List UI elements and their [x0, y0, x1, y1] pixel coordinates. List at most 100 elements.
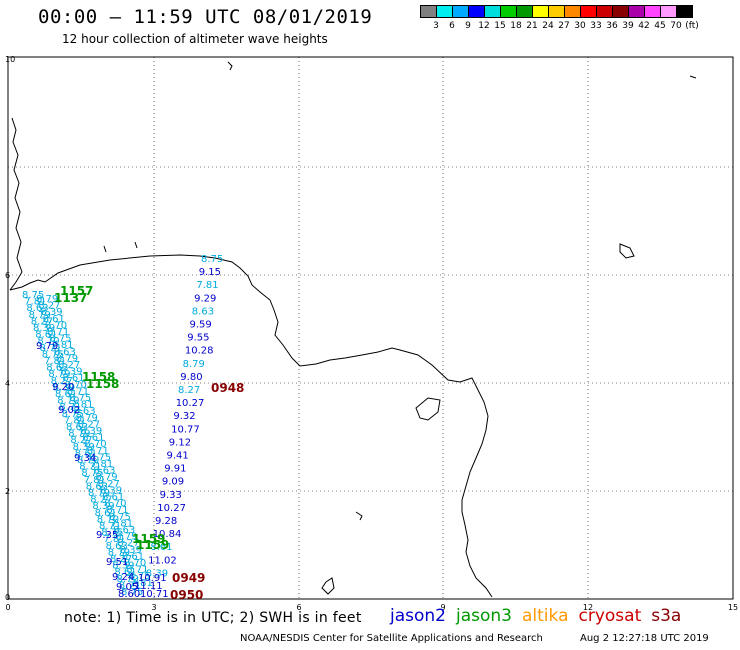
swh-reading: 8.61: [35, 330, 57, 341]
legend-label: 36: [606, 21, 618, 31]
swh-reading: 10.27: [176, 398, 205, 409]
y-tick-label: 6: [5, 271, 10, 280]
swh-reading: 10.91: [138, 573, 167, 584]
swh-reading: 7.81: [44, 356, 66, 367]
swh-reading: 7.81: [51, 340, 73, 351]
swh-reading: 8.60: [118, 589, 140, 600]
swh-reading: 8.79: [88, 488, 110, 499]
swh-reading: 8.63: [26, 303, 48, 314]
swh-reading: 8.70: [65, 380, 87, 391]
swh-reading: 8.63: [86, 481, 108, 492]
y-tick-labels: 0 2 4 6 10: [5, 55, 15, 602]
x-tick-label: 12: [583, 603, 593, 612]
swh-reading: 8.75: [201, 254, 223, 265]
swh-reading: 8.63: [54, 347, 76, 358]
swh-reading: 8.39: [53, 382, 75, 393]
time-label: 1158: [86, 377, 119, 391]
swh-reading: 8.70: [104, 499, 126, 510]
legend-label: 24: [542, 21, 554, 31]
swh-reading: 8.75: [101, 528, 123, 539]
swh-reading: 9.80: [180, 372, 202, 383]
swh-reading: 8.70: [45, 320, 67, 331]
swh-reading: 8.75: [128, 571, 150, 582]
swh-reading: 8.27: [38, 301, 60, 312]
swh-reading: 8.71: [119, 580, 141, 591]
x-tick-label: 9: [440, 603, 445, 612]
legend-label: 21: [526, 21, 538, 31]
swh-reading: 7.81: [71, 400, 93, 411]
swh-reading: 8.27: [90, 495, 112, 506]
time-label: 1137: [54, 291, 87, 305]
swh-reading: 8.79: [36, 294, 58, 305]
y-tick-label: 10: [5, 55, 15, 64]
swh-reading: 9.32: [173, 411, 195, 422]
swh-reading: 8.39: [73, 442, 95, 453]
swh-reading: 9.51: [106, 557, 128, 568]
legend-label: 15: [494, 21, 506, 31]
swh-reading: 9.79: [36, 341, 58, 352]
swh-reading: 7.81: [196, 280, 218, 291]
swh-reading: 8.39: [80, 426, 102, 437]
swh-reading: 7.81: [111, 518, 133, 529]
legend-label: 30: [574, 21, 586, 31]
swh-reading: 8.61: [82, 433, 104, 444]
swh-reading: 9.55: [187, 333, 209, 344]
legend-label: 42: [638, 21, 650, 31]
swh-reading: 8.75: [69, 393, 91, 404]
swh-reading: 9.35: [96, 530, 118, 541]
swh-reading: 8.61: [75, 448, 97, 459]
swh-reading: 9.28: [155, 516, 177, 527]
legend-label: 6: [449, 21, 455, 31]
swh-reading: 8.63: [73, 406, 95, 417]
swh-reading: 9.33: [160, 490, 182, 501]
swh-reading: 8.27: [58, 360, 80, 371]
swh-reading: 8.75: [89, 452, 111, 463]
swh-reading: 8.79: [108, 547, 130, 558]
time-label: 1158: [82, 370, 115, 384]
swh-reading: 9.24: [112, 572, 134, 583]
swh-reading: 11.11: [134, 581, 163, 592]
swh-reading: 8.79: [48, 369, 70, 380]
x-tick-label: 3: [151, 603, 156, 612]
swh-reading: 8.75: [22, 290, 44, 301]
swh-reading: 8.79: [95, 472, 117, 483]
swh-reading: 8.63: [66, 422, 88, 433]
swh-reading: 10.71: [140, 589, 169, 600]
swh-reading: 8.39: [33, 323, 55, 334]
swh-reading: 8.63: [113, 525, 135, 536]
swh-reading: 9.34: [74, 453, 96, 464]
satellite-legend-jason2: jason2: [390, 606, 446, 626]
x-tick-label: 0: [5, 603, 10, 612]
swh-reading: 8.61: [150, 542, 172, 553]
swh-reading: 8.61: [55, 389, 77, 400]
swh-reading: 7.81: [24, 297, 46, 308]
swh-reading: 10.84: [153, 529, 182, 540]
swh-reading: 11.02: [148, 555, 177, 566]
color-legend: [420, 5, 693, 18]
x-tick-labels: 0 3 6 9 12 15: [5, 603, 738, 612]
swh-reading: 9.59: [190, 320, 212, 331]
swh-reading: 8.63: [192, 306, 214, 317]
swh-reading: 8.70: [37, 336, 59, 347]
timestamp-text: Aug 2 12:27:18 UTC 2019: [580, 633, 709, 644]
swh-reading: 8.75: [62, 409, 84, 420]
time-label: 1159: [132, 532, 165, 546]
swh-reading: 9.15: [199, 267, 221, 278]
swh-reading: 8.27: [117, 538, 139, 549]
x-tick-label: 15: [728, 603, 738, 612]
swh-reading: 8.71: [79, 462, 101, 473]
swh-reading: 8.79: [183, 359, 205, 370]
swh-reading: 8.39: [60, 367, 82, 378]
swh-reading: 8.71: [47, 327, 69, 338]
satellite-legend: jason2 jason3 altika cryosat s3a: [390, 606, 691, 626]
legend-label: 70: [670, 21, 682, 31]
swh-reading: 8.39: [120, 545, 142, 556]
swh-reading: 9.91: [164, 464, 186, 475]
swh-reading: 8.27: [98, 479, 120, 490]
coastline: [9, 61, 697, 598]
swh-reading: 8.71: [87, 446, 109, 457]
time-label: 0950: [170, 588, 203, 602]
legend-label: 33: [590, 21, 602, 31]
y-tick-label: 4: [5, 379, 10, 388]
